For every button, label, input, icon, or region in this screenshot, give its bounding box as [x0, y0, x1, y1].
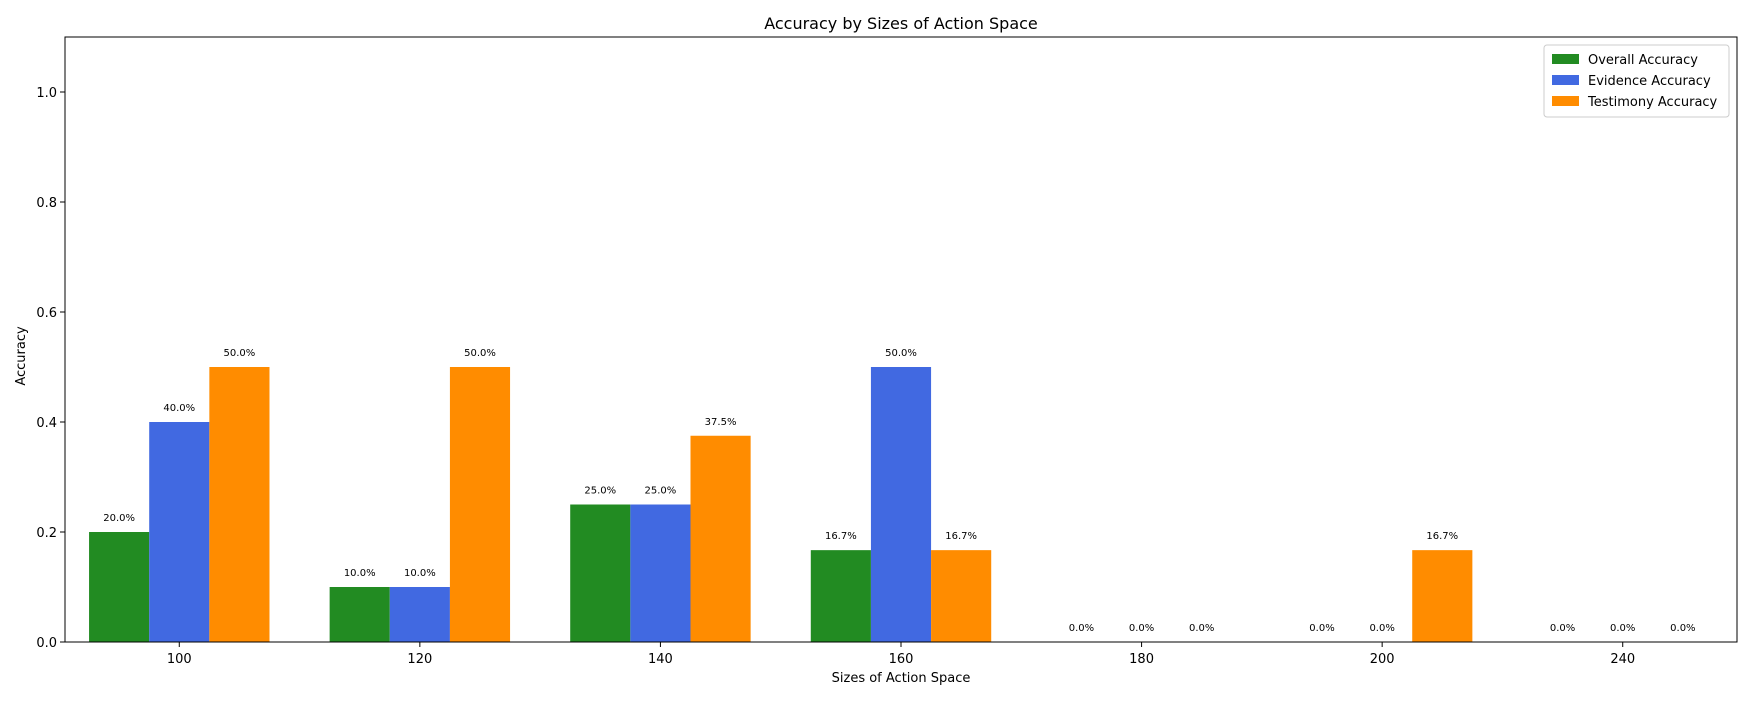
bar-value-label: 16.7% [1426, 531, 1458, 542]
bar-value-label: 16.7% [825, 531, 857, 542]
bar-value-label: 0.0% [1670, 623, 1695, 634]
x-tick-label: 200 [1370, 652, 1395, 667]
bar-value-label: 0.0% [1550, 623, 1575, 634]
y-tick-label: 0.4 [36, 416, 57, 431]
bar-value-label: 0.0% [1369, 623, 1394, 634]
legend-swatch [1552, 75, 1579, 85]
y-tick-label: 0.6 [36, 306, 57, 321]
bar-value-label: 25.0% [645, 486, 677, 497]
legend-label: Evidence Accuracy [1588, 74, 1711, 89]
bar-value-label: 0.0% [1069, 623, 1094, 634]
legend-label: Overall Accuracy [1588, 53, 1698, 68]
bar-value-label: 0.0% [1309, 623, 1334, 634]
bar-value-label: 0.0% [1189, 623, 1214, 634]
legend-box [1543, 44, 1730, 118]
bar-value-label: 16.7% [945, 531, 977, 542]
legend-swatch [1552, 96, 1579, 106]
x-tick-label: 140 [648, 652, 673, 667]
bar [149, 422, 210, 642]
y-tick-label: 0.0 [36, 636, 57, 651]
bar-value-label: 37.5% [705, 417, 737, 428]
bar-value-label: 0.0% [1129, 623, 1154, 634]
bar [870, 367, 932, 642]
y-tick-label: 0.2 [36, 526, 57, 541]
x-tick-label: 120 [407, 652, 432, 667]
bar [209, 367, 270, 642]
y-axis-label: Accuracy [14, 326, 29, 386]
bar-value-label: 25.0% [584, 486, 616, 497]
bar [89, 532, 150, 642]
bar [931, 550, 992, 642]
y-tick-label: 1.0 [36, 86, 57, 101]
bar [570, 504, 631, 642]
bar [690, 435, 751, 642]
bar [810, 550, 871, 642]
bar [329, 587, 390, 642]
legend-label: Testimony Accuracy [1587, 95, 1718, 110]
bar-value-label: 10.0% [404, 568, 436, 579]
bar [1412, 550, 1473, 642]
bar-value-label: 50.0% [885, 348, 917, 359]
bar-value-label: 0.0% [1610, 623, 1635, 634]
x-tick-label: 180 [1129, 652, 1154, 667]
bar [630, 504, 691, 642]
chart-title: Accuracy by Sizes of Action Space [764, 14, 1038, 33]
bar-value-label: 50.0% [464, 348, 496, 359]
x-tick-label: 100 [167, 652, 192, 667]
bar [389, 587, 450, 642]
bar-value-label: 50.0% [224, 348, 256, 359]
bar-value-label: 10.0% [344, 568, 376, 579]
bar-value-label: 20.0% [103, 513, 135, 524]
y-tick-label: 0.8 [36, 196, 57, 211]
x-tick-label: 160 [889, 652, 914, 667]
bar-value-label: 40.0% [163, 403, 195, 414]
legend-swatch [1552, 54, 1579, 64]
x-axis-label: Sizes of Action Space [832, 671, 971, 686]
bar [449, 367, 511, 642]
x-tick-label: 240 [1610, 652, 1635, 667]
